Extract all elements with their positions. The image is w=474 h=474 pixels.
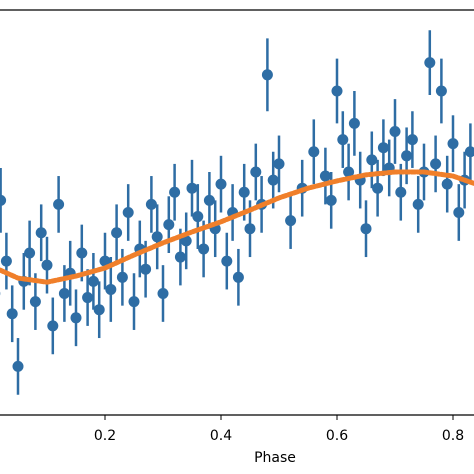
model-curve [0,169,474,285]
data-point [308,146,320,158]
data-point [238,186,250,198]
data-point [87,275,99,287]
data-point [285,215,297,227]
data-point [128,296,140,308]
data-point [464,146,474,158]
data-point [366,154,378,166]
data-point [250,166,262,178]
data-point [221,255,233,267]
data-point [215,178,227,190]
data-point [157,288,169,299]
data-point [0,194,7,206]
data-point [70,312,82,324]
data-point [76,247,88,259]
data-point [41,259,53,271]
data-point [198,243,210,255]
data-point [186,182,198,194]
x-axis-label: Phase [254,450,296,466]
x-tick-label: 0.4 [210,428,232,444]
data-point [348,117,360,129]
data-point [169,186,181,198]
data-point [430,158,442,170]
data-point [232,271,244,283]
data-point [406,134,418,146]
data-point [453,207,465,218]
data-point [105,283,117,295]
data-point [180,235,192,247]
x-tick-label: 0.2 [94,428,116,444]
data-point [151,231,163,243]
data-point [395,186,407,198]
data-point [35,227,47,239]
data-point [12,360,24,372]
data-point [343,166,355,178]
data-point [116,271,128,283]
data-point [6,308,18,320]
data-point [244,223,256,235]
data-point [267,174,279,186]
data-point [58,288,70,299]
data-point [99,255,111,267]
data-point [360,223,372,235]
data-point [325,194,337,206]
data-point [447,138,459,150]
data-point [140,263,152,275]
data-point [337,134,349,146]
data-point [203,194,215,206]
data-point [93,304,105,316]
x-tick-label: 0.6 [326,428,348,444]
data-point [319,170,331,182]
data-point [111,227,123,239]
data-point [174,251,186,263]
data-point [389,126,401,137]
data-point [331,85,343,97]
data-point [53,198,65,210]
data-point [412,198,424,210]
data-point [401,150,413,162]
data-point [29,296,41,308]
data-point [163,219,175,231]
error-series [0,30,474,395]
data-point [441,178,453,190]
data-point [145,198,157,210]
data-point [424,57,436,69]
data-point [192,211,204,223]
x-tick-label: 0.8 [442,428,464,444]
data-point [372,182,384,194]
data-point [82,292,94,304]
data-point [377,142,389,154]
data-point [0,255,12,267]
data-point [273,158,285,170]
data-point [47,320,59,332]
data-point [122,207,134,218]
data-point [24,247,36,259]
data-point [261,69,273,81]
data-point [435,85,447,97]
